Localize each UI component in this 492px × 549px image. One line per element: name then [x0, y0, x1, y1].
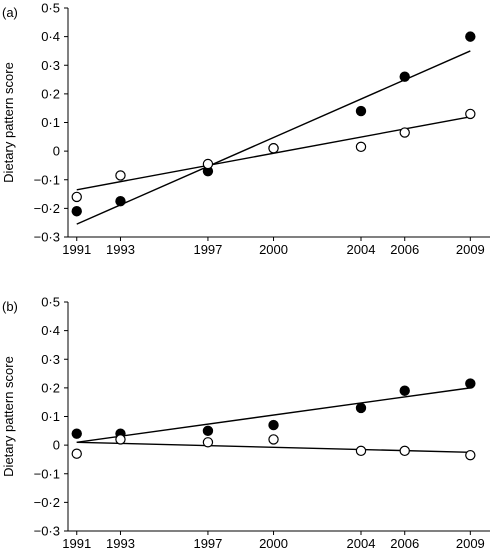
y-tick-label: −0·1 — [34, 172, 60, 187]
y-tick-label: 0 — [53, 144, 60, 159]
data-point-open — [355, 141, 367, 153]
data-point-filled — [465, 31, 476, 42]
y-tick-label: 0·3 — [41, 58, 60, 73]
x-tick-label: 1997 — [193, 536, 222, 549]
data-point-open — [202, 158, 214, 170]
y-axis-title: Dietary pattern score — [1, 62, 16, 183]
y-tick-label: 0·1 — [41, 115, 60, 130]
x-tick-label: 2004 — [347, 242, 376, 257]
x-tick-label: 1991 — [62, 536, 91, 549]
y-tick-label: 0 — [53, 438, 60, 453]
data-point-filled — [71, 428, 82, 439]
y-axis-title: Dietary pattern score — [1, 356, 16, 477]
data-point-open — [268, 143, 279, 154]
panel-label: (a) — [2, 5, 18, 20]
data-point-filled — [355, 105, 367, 117]
y-tick-label: 0·5 — [41, 1, 60, 16]
data-point-filled — [71, 206, 82, 217]
x-tick-label: 2004 — [347, 536, 376, 549]
panel-label: (b) — [2, 299, 18, 314]
data-point-open — [115, 170, 126, 181]
y-tick-label: 0·3 — [41, 352, 60, 367]
x-tick-label: 2009 — [456, 536, 485, 549]
data-point-filled — [268, 419, 279, 431]
trend-line-filled — [76, 50, 471, 225]
y-tick-label: 0·5 — [41, 295, 60, 310]
y-tick-label: −0·2 — [34, 201, 60, 216]
y-tick-label: 0·4 — [41, 29, 60, 44]
x-tick-label: 1993 — [106, 242, 135, 257]
data-point-filled — [355, 402, 367, 414]
data-point-open — [355, 445, 367, 457]
data-point-filled — [465, 378, 476, 389]
data-point-open — [202, 437, 214, 448]
x-tick-label: 2009 — [456, 242, 485, 257]
y-tick-label: −0·3 — [34, 524, 60, 539]
data-point-filled — [115, 196, 126, 207]
data-point-open — [399, 445, 410, 457]
y-tick-label: 0·2 — [41, 380, 60, 395]
y-tick-label: −0·3 — [34, 230, 60, 245]
y-tick-label: 0·1 — [41, 409, 60, 424]
data-point-open — [115, 434, 126, 445]
x-tick-label: 2006 — [390, 536, 419, 549]
y-tick-label: −0·2 — [34, 495, 60, 510]
data-point-filled — [202, 425, 214, 437]
data-point-filled — [399, 385, 410, 396]
data-point-open — [71, 448, 82, 459]
x-tick-label: 2006 — [390, 242, 419, 257]
data-point-open — [268, 434, 279, 445]
x-tick-label: 2000 — [259, 536, 288, 549]
data-point-open — [71, 191, 82, 203]
y-tick-label: 0·4 — [41, 323, 60, 338]
y-tick-label: −0·1 — [34, 466, 60, 481]
data-point-open — [465, 449, 476, 461]
data-point-open — [465, 108, 476, 120]
x-tick-label: 2000 — [259, 242, 288, 257]
y-tick-label: 0·2 — [41, 86, 60, 101]
x-tick-label: 1991 — [62, 242, 91, 257]
x-tick-label: 1993 — [106, 536, 135, 549]
trend-line-filled — [76, 387, 471, 443]
data-point-filled — [399, 71, 410, 82]
x-tick-label: 1997 — [193, 242, 222, 257]
data-point-open — [399, 127, 410, 138]
